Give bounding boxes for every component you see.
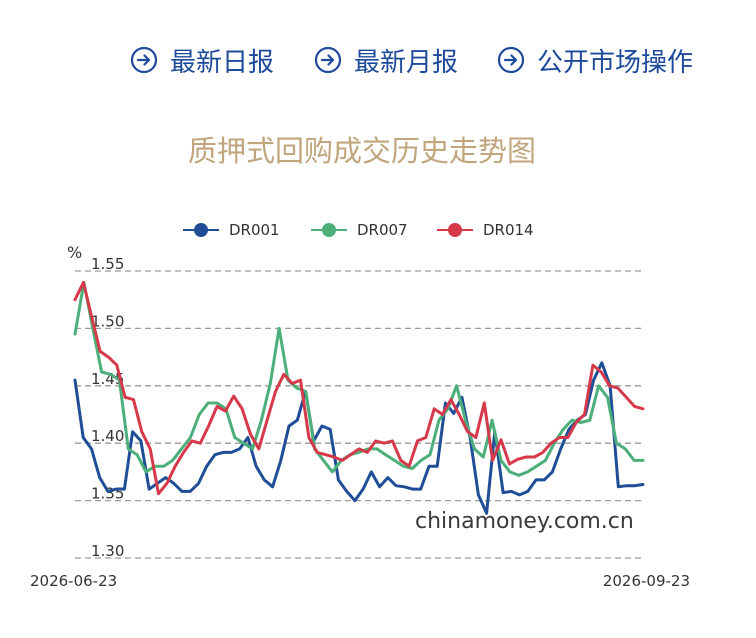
arrow-circle-right-icon — [497, 46, 525, 74]
legend-marker-dr001 — [194, 223, 208, 237]
y-tick-label: 1.40 — [91, 427, 124, 445]
legend-label-dr014: DR014 — [483, 221, 534, 239]
legend-label-dr001: DR001 — [229, 221, 280, 239]
nav-label: 公开市场操作 — [537, 47, 694, 78]
series-line-dr014 — [73, 281, 645, 496]
nav-link-monthly-report[interactable]: 最新月报 — [314, 40, 458, 80]
chart-title: 质押式回购成交历史走势图 — [187, 134, 536, 168]
nav-link-daily-report[interactable]: 最新日报 — [130, 40, 274, 80]
x-tick-label-end: 2026-09-23 — [603, 572, 690, 590]
y-axis-unit-label: % — [67, 243, 82, 262]
y-tick-label: 1.50 — [91, 312, 124, 330]
series-line-dr007 — [73, 281, 645, 477]
y-tick-label: 1.30 — [91, 542, 124, 560]
x-tick-label-start: 2026-06-23 — [30, 572, 117, 590]
y-tick-label: 1.35 — [91, 485, 124, 503]
arrow-circle-right-icon — [314, 46, 342, 74]
legend-label-dr007: DR007 — [357, 221, 408, 239]
nav-link-open-market-operations[interactable]: 公开市场操作 — [497, 40, 693, 80]
nav-label: 最新日报 — [170, 47, 275, 78]
nav-label: 最新月报 — [354, 47, 459, 78]
y-tick-label: 1.55 — [91, 255, 124, 273]
y-tick-label: 1.45 — [91, 370, 124, 388]
legend-marker-dr007 — [322, 223, 336, 237]
arrow-circle-right-icon — [130, 46, 158, 74]
top-nav: 最新日报 最新月报 公开市场操作 — [0, 40, 756, 80]
legend-marker-dr014 — [448, 223, 462, 237]
watermark-text: chinamoney.com.cn — [415, 509, 634, 534]
